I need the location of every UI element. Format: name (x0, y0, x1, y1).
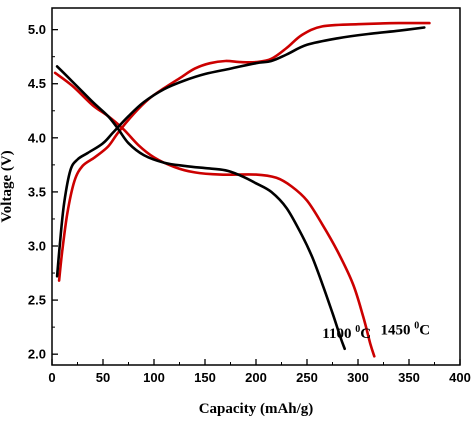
series-line-charge (57, 21, 431, 282)
tick-marks (51, 28, 461, 365)
x-tick-label: 400 (449, 370, 471, 385)
y-tick-label: 3.0 (28, 239, 46, 254)
y-tick-label: 2.0 (28, 347, 46, 362)
x-tick-label: 150 (194, 370, 216, 385)
y-tick-label: 5.0 (28, 22, 46, 37)
x-tick-label: 100 (143, 370, 165, 385)
series-lines (53, 21, 431, 358)
tick-labels: 0 50 100 150 200 250 300 350 400 2.0 2.5 3.0 3.5 4.0 4… (28, 22, 471, 385)
y-tick-label: 4.0 (28, 130, 46, 145)
y-axis-title: Voltage (V) (0, 150, 15, 222)
x-tick-label: 300 (347, 370, 369, 385)
series-line-discharge (55, 65, 346, 351)
annotations: 1100 0C 1450 0C (322, 321, 430, 342)
y-tick-label: 3.5 (28, 184, 46, 199)
series-line-charge (55, 26, 426, 278)
series-annotation: 1450 0C (380, 321, 430, 339)
x-tick-label: 350 (398, 370, 420, 385)
x-axis-title: Capacity (mAh/g) (199, 401, 314, 417)
x-tick-label: 250 (296, 370, 318, 385)
series-annotation: 1100 0C (322, 324, 371, 342)
plot-frame (51, 7, 461, 366)
y-tick-label: 4.5 (28, 76, 46, 91)
series-line-discharge (53, 71, 376, 358)
x-tick-label: 50 (96, 370, 110, 385)
x-tick-label: 0 (48, 370, 55, 385)
x-tick-label: 200 (245, 370, 267, 385)
y-tick-label: 2.5 (28, 293, 46, 308)
